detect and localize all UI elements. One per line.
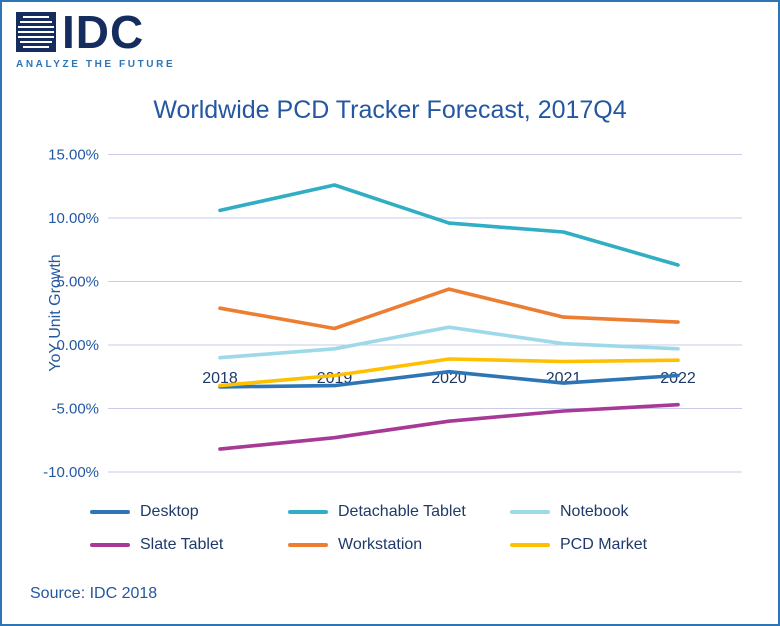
legend-swatch-desktop (90, 510, 130, 514)
legend-label: Desktop (140, 503, 199, 520)
x-tick-label: 2019 (317, 370, 353, 387)
series-line-workstation (218, 287, 680, 331)
y-tick-label: 5.00% (56, 274, 99, 291)
legend-item-detachable-tablet: Detachable Tablet (288, 503, 510, 521)
x-tick-label: 2022 (660, 370, 696, 387)
series-line-desktop (218, 369, 680, 389)
y-tick-label: 0.00% (56, 337, 99, 354)
chart-legend: Desktop Detachable Tablet Notebook Slate… (90, 503, 700, 554)
idc-globe-icon (16, 12, 56, 52)
y-axis-title: YoY Unit Growth (47, 254, 64, 371)
legend-label: Notebook (560, 503, 629, 520)
legend-item-workstation: Workstation (288, 536, 510, 554)
legend-swatch-pcd-market (510, 543, 550, 547)
legend-item-pcd-market: PCD Market (510, 536, 700, 554)
chart-title: Worldwide PCD Tracker Forecast, 2017Q4 (153, 96, 627, 124)
legend-label: Slate Tablet (140, 536, 224, 553)
y-tick-label: 10.00% (48, 210, 99, 227)
legend-swatch-notebook (510, 510, 550, 514)
legend-swatch-workstation (288, 543, 328, 547)
y-tick-label: -5.00% (51, 401, 99, 418)
legend-swatch-detachable-tablet (288, 510, 328, 514)
x-tick-label: 2020 (431, 370, 467, 387)
idc-logo-tagline: ANALYZE THE FUTURE (16, 59, 176, 70)
legend-item-notebook: Notebook (510, 503, 700, 521)
legend-item-desktop: Desktop (90, 503, 288, 521)
legend-swatch-slate-tablet (90, 543, 130, 547)
idc-logo: IDC ANALYZE THE FUTURE (16, 6, 176, 70)
series-line-notebook (218, 325, 680, 360)
series-line-pcd-market (218, 357, 680, 388)
series-line-slate-tablet (218, 402, 680, 451)
idc-logo-text: IDC (62, 6, 145, 58)
x-tick-label: 2021 (546, 370, 582, 387)
y-tick-label: -10.00% (43, 464, 99, 481)
legend-label: Detachable Tablet (338, 503, 466, 520)
source-note: Source: IDC 2018 (30, 585, 158, 602)
y-tick-label: 15.00% (48, 147, 99, 164)
legend-label: PCD Market (560, 536, 648, 553)
series-line-detachable-tablet (218, 183, 680, 267)
legend-item-slate-tablet: Slate Tablet (90, 536, 288, 554)
x-tick-label: 2018 (202, 370, 238, 387)
legend-label: Workstation (338, 536, 423, 553)
